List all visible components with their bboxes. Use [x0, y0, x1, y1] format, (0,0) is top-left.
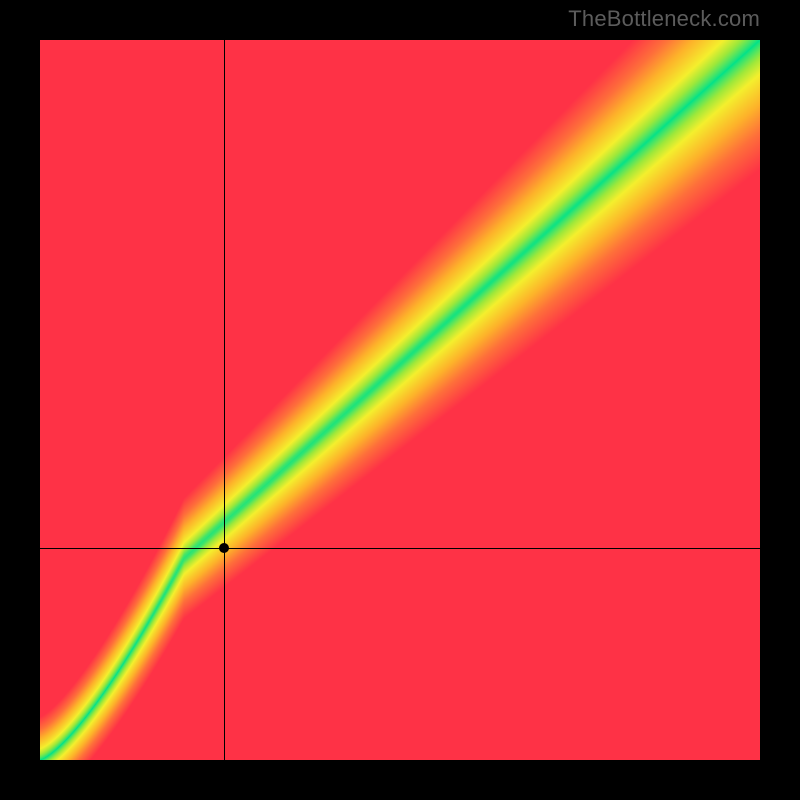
crosshair-horizontal: [40, 548, 760, 549]
crosshair-vertical: [224, 40, 225, 760]
plot-area: [40, 40, 760, 760]
crosshair-point: [219, 543, 229, 553]
chart-frame: TheBottleneck.com: [0, 0, 800, 800]
attribution-label: TheBottleneck.com: [568, 6, 760, 32]
heatmap-canvas: [40, 40, 760, 760]
